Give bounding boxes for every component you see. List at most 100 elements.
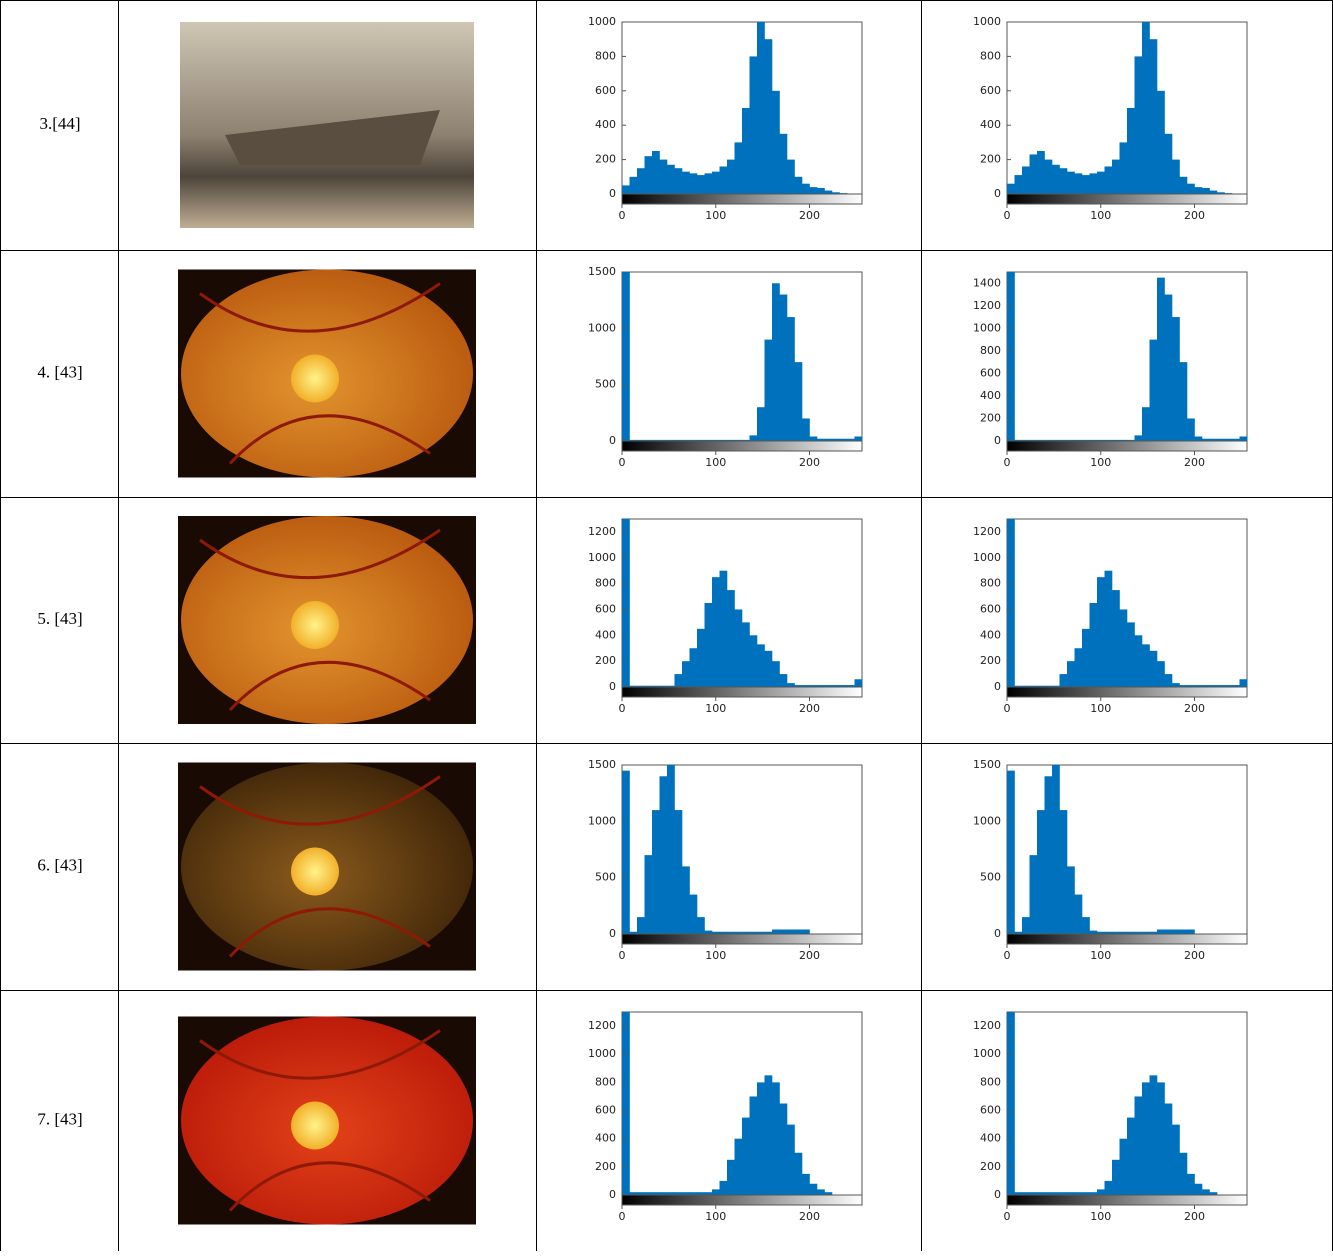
histogram-bar	[1007, 771, 1015, 934]
histogram-bar	[1127, 108, 1135, 194]
histogram-bar	[795, 1153, 803, 1195]
histogram-bar	[1112, 160, 1120, 194]
y-tick-label: 200	[595, 654, 616, 667]
histogram-bar	[727, 1160, 735, 1195]
y-tick-label: 800	[980, 1075, 1001, 1088]
histogram-bar	[667, 165, 675, 194]
histogram-bar	[1195, 436, 1203, 441]
histogram-bar	[1165, 295, 1173, 441]
histogram-bar	[817, 1189, 825, 1195]
y-tick-label: 800	[595, 1075, 616, 1088]
histogram-bar	[697, 629, 705, 687]
histogram-bar	[682, 172, 690, 194]
histogram-bar	[810, 436, 818, 441]
histogram-bar	[1082, 175, 1090, 194]
histogram-bar	[660, 776, 668, 934]
histogram-bar	[742, 108, 750, 194]
histogram-bar	[652, 151, 660, 194]
histogram-bar	[720, 166, 728, 194]
histogram-bar	[1157, 1082, 1165, 1195]
colorbar	[622, 194, 862, 204]
histogram-bar	[1172, 1125, 1180, 1195]
histogram-bar	[1045, 160, 1053, 194]
histogram-bar	[750, 435, 758, 441]
y-tick-label: 500	[980, 871, 1001, 884]
histogram-bar	[1022, 917, 1030, 934]
y-tick-label: 800	[595, 49, 616, 62]
y-tick-label: 1200	[588, 525, 616, 538]
colorbar	[1007, 934, 1247, 944]
x-tick-label: 100	[705, 702, 726, 715]
histogram-bar	[787, 1125, 795, 1195]
histogram-bar	[1090, 603, 1098, 687]
y-tick-label: 200	[980, 654, 1001, 667]
histogram-bar	[1120, 609, 1128, 687]
histogram-bar	[1150, 340, 1158, 441]
colorbar	[622, 687, 862, 697]
histogram-bar	[765, 340, 773, 441]
y-tick-label: 1000	[973, 15, 1001, 28]
histogram-bar	[1082, 629, 1090, 687]
plot-area	[622, 272, 862, 441]
x-tick-label: 0	[1004, 702, 1011, 715]
x-tick-label: 0	[619, 209, 626, 222]
histogram-bar	[1202, 188, 1210, 194]
histogram-bar	[1045, 776, 1053, 934]
histogram-bar	[1135, 635, 1143, 687]
histogram-bar	[1150, 39, 1158, 194]
histogram-bar	[1112, 590, 1120, 687]
histogram-bar	[735, 142, 743, 194]
histogram-bar	[675, 168, 683, 194]
y-tick-label: 0	[994, 1188, 1001, 1201]
histogram-bar	[802, 418, 810, 441]
histogram-bar	[780, 929, 788, 934]
histogram-bar	[735, 1139, 743, 1195]
histogram-bar	[810, 1184, 818, 1195]
y-tick-label: 400	[980, 389, 1001, 402]
histogram-bar	[1060, 168, 1068, 194]
histogram-bar	[675, 674, 683, 687]
histogram-bar	[742, 622, 750, 687]
histogram-bar	[1052, 765, 1060, 934]
row-label: 7. [43]	[37, 1109, 82, 1128]
histogram-bar	[1240, 436, 1248, 441]
histogram-bar	[817, 188, 825, 194]
x-tick-label: 0	[619, 456, 626, 469]
histogram-bar	[697, 917, 705, 934]
histogram-bar	[1165, 674, 1173, 687]
histogram-bar	[1157, 929, 1165, 934]
histogram-bar	[637, 168, 645, 194]
x-tick-label: 200	[1184, 1210, 1205, 1223]
histogram-bar	[1180, 929, 1188, 934]
y-tick-label: 0	[609, 1188, 616, 1201]
histogram-bar	[1120, 142, 1128, 194]
y-tick-label: 600	[980, 602, 1001, 615]
row-label: 5. [43]	[37, 609, 82, 628]
y-tick-label: 800	[595, 577, 616, 590]
histogram-bar	[795, 362, 803, 441]
y-tick-label: 500	[595, 871, 616, 884]
histogram-bar	[1060, 810, 1068, 934]
histogram-bar	[795, 929, 803, 934]
histogram-bar	[1007, 1012, 1015, 1195]
histogram-bar	[765, 651, 773, 687]
y-tick-label: 800	[980, 577, 1001, 590]
optic-disc	[291, 1102, 339, 1150]
histogram-bar	[1172, 929, 1180, 934]
histogram-bar	[772, 929, 780, 934]
y-tick-label: 1000	[973, 551, 1001, 564]
y-tick-label: 600	[595, 1104, 616, 1117]
histogram-bar	[1187, 418, 1195, 441]
y-tick-label: 200	[980, 1160, 1001, 1173]
histogram-bar	[697, 175, 705, 194]
x-tick-label: 100	[1090, 1210, 1111, 1223]
optic-disc	[291, 355, 339, 403]
histogram-bar	[750, 1096, 758, 1195]
row-label: 3.[44]	[39, 114, 80, 133]
histogram-bar	[1180, 362, 1188, 441]
y-tick-label: 0	[994, 434, 1001, 447]
y-tick-label: 800	[980, 344, 1001, 357]
y-tick-label: 1000	[588, 814, 616, 827]
histogram-bar	[712, 577, 720, 687]
histogram-bar	[802, 1174, 810, 1195]
